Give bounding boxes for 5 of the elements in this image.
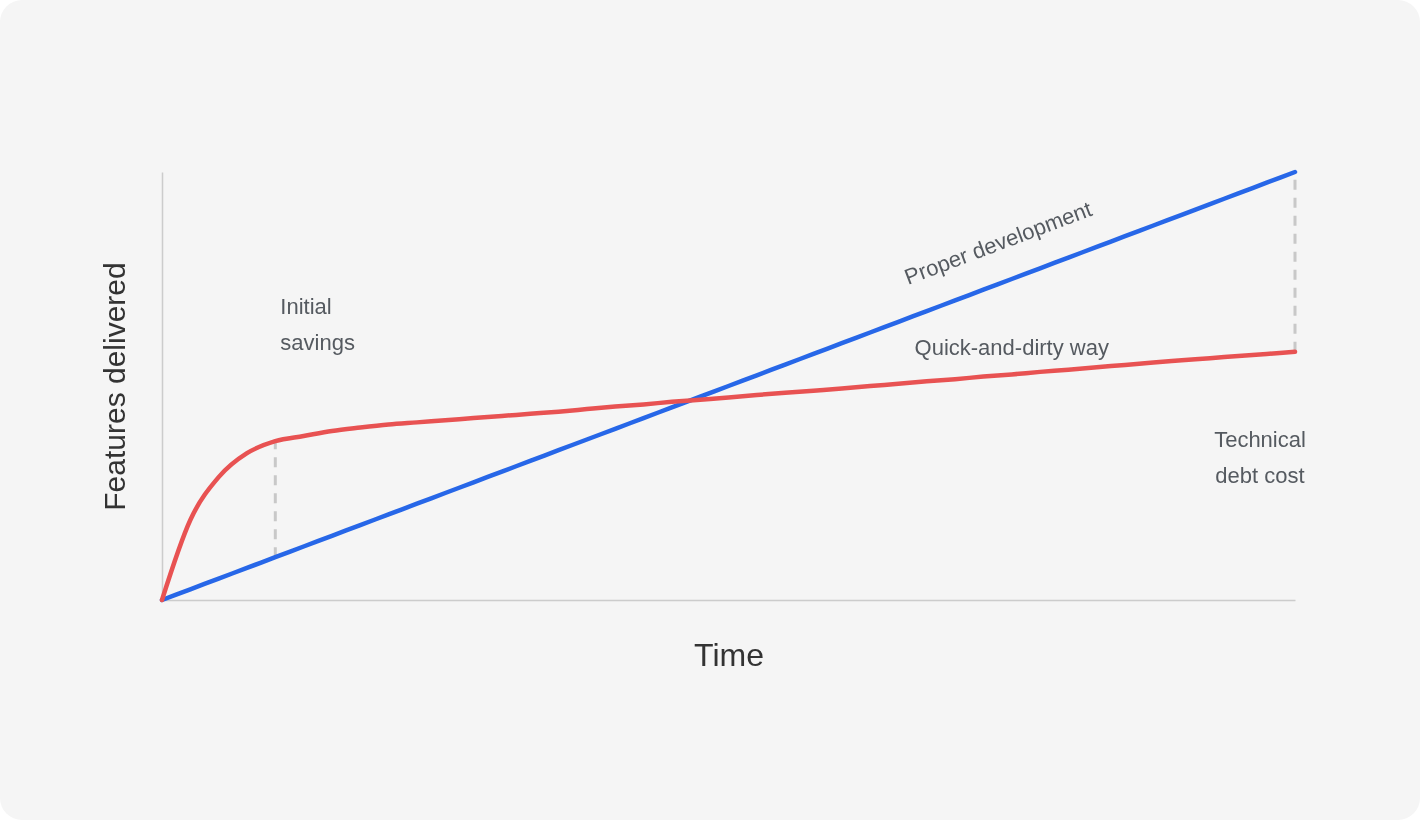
y-axis-title: Features delivered: [97, 262, 131, 511]
x-axis-title: Time: [694, 636, 764, 673]
annotation: Initial savings: [280, 294, 355, 356]
annotation: Technical debt cost: [1214, 426, 1306, 488]
series-label: Quick-and-dirty way: [914, 335, 1109, 361]
